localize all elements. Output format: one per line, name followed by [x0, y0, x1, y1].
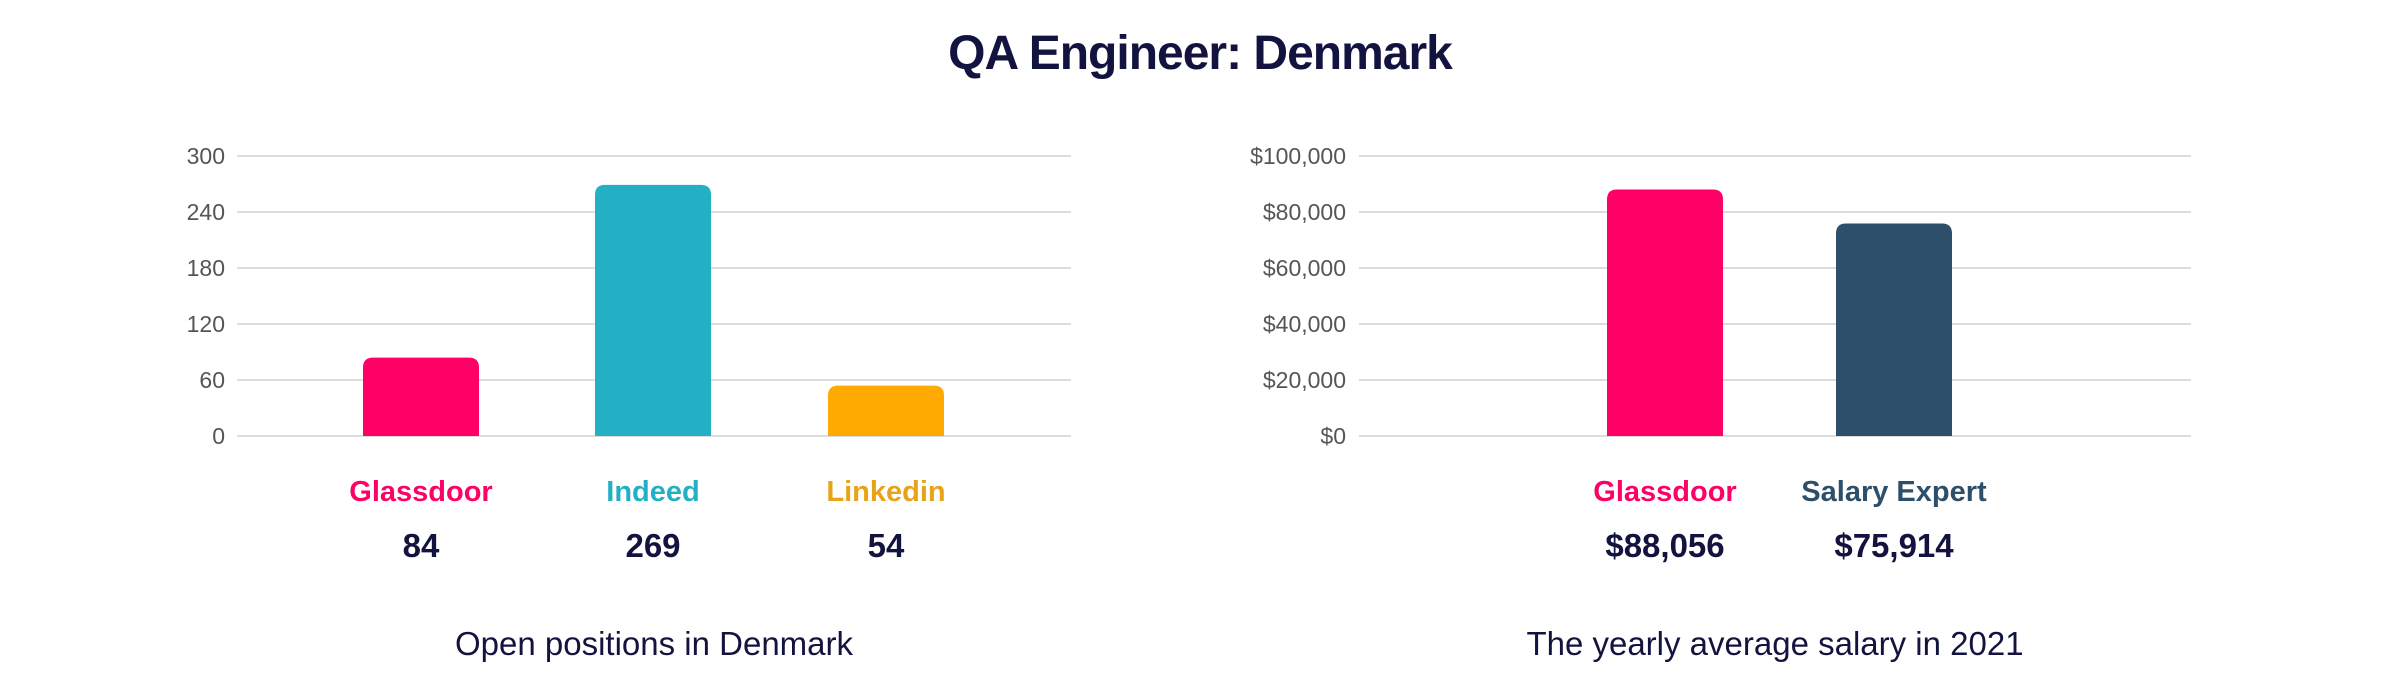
- bar-glassdoor: [363, 357, 479, 436]
- value-label: 84: [403, 527, 440, 564]
- value-label: $75,914: [1834, 527, 1954, 564]
- category-label: Glassdoor: [1593, 476, 1736, 508]
- category-label: Linkedin: [826, 476, 945, 508]
- y-tick-label: 0: [212, 423, 225, 449]
- category-label: Glassdoor: [349, 476, 492, 508]
- y-tick-label: $80,000: [1263, 199, 1346, 225]
- y-tick-label: 240: [187, 199, 225, 225]
- chart-caption: The yearly average salary in 2021: [1526, 625, 2023, 662]
- bar-glassdoor: [1607, 189, 1723, 436]
- bar-linkedin: [828, 385, 944, 436]
- y-tick-label: 180: [187, 255, 225, 281]
- y-tick-label: $20,000: [1263, 367, 1346, 393]
- y-tick-label: 300: [187, 143, 225, 169]
- category-label: Salary Expert: [1801, 476, 1987, 508]
- value-label: 269: [625, 527, 680, 564]
- page-title: QA Engineer: Denmark: [948, 27, 1453, 80]
- y-tick-label: 60: [199, 367, 225, 393]
- y-tick-label: $40,000: [1263, 311, 1346, 337]
- bar-salary-expert: [1836, 223, 1952, 436]
- bar-indeed: [595, 184, 711, 436]
- chart-caption: Open positions in Denmark: [455, 625, 854, 662]
- y-tick-label: $100,000: [1250, 143, 1346, 169]
- y-tick-label: $0: [1320, 423, 1346, 449]
- value-label: 54: [868, 527, 905, 564]
- category-label: Indeed: [606, 476, 699, 508]
- y-tick-label: 120: [187, 311, 225, 337]
- y-tick-label: $60,000: [1263, 255, 1346, 281]
- value-label: $88,056: [1605, 527, 1724, 564]
